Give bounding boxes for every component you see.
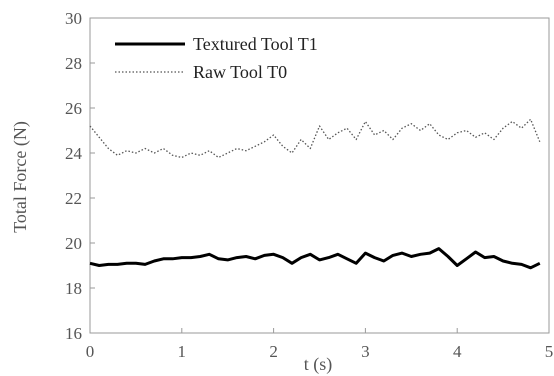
y-axis-ticks: 16 18 20 22 24 26 28 30 [65, 9, 95, 343]
y-tick-label: 20 [65, 234, 82, 253]
y-tick-label: 28 [65, 54, 82, 73]
legend-label-textured-tool: Textured Tool T1 [193, 34, 318, 54]
x-tick-label: 4 [453, 342, 462, 361]
x-tick-label: 5 [545, 342, 554, 361]
y-tick-label: 30 [65, 9, 82, 28]
series-layer [89, 118, 541, 270]
y-tick-label: 26 [65, 99, 82, 118]
y-tick-label: 18 [65, 279, 82, 298]
x-tick-label: 3 [361, 342, 370, 361]
x-tick-label: 1 [178, 342, 187, 361]
legend-label-raw-tool: Raw Tool T0 [193, 62, 287, 82]
series-line-raw-tool [89, 118, 541, 159]
x-tick-label: 2 [269, 342, 278, 361]
y-tick-label: 22 [65, 189, 82, 208]
x-axis-title: t (s) [304, 354, 333, 375]
legend: Textured Tool T1 Raw Tool T0 [115, 34, 318, 82]
series-line-textured-tool [89, 247, 541, 270]
x-axis-ticks: 0 1 2 3 4 5 [86, 328, 554, 361]
y-tick-label: 24 [65, 144, 83, 163]
y-axis-title: Total Force (N) [10, 121, 31, 233]
y-tick-label: 16 [65, 324, 82, 343]
plot-frame [89, 17, 550, 334]
x-tick-label: 0 [86, 342, 95, 361]
